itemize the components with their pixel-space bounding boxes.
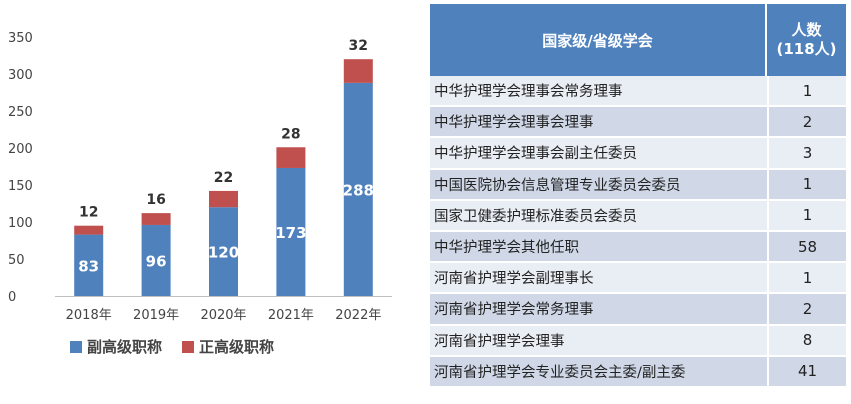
y-tick-label: 300 bbox=[8, 68, 33, 83]
member-count-cell: 1 bbox=[767, 200, 846, 232]
y-tick-label: 150 bbox=[8, 179, 33, 194]
bar-segment-associate bbox=[209, 207, 238, 296]
bar-segment-senior bbox=[209, 190, 238, 208]
society-name-cell: 中华护理学会理事会理事 bbox=[430, 107, 767, 139]
legend-swatch bbox=[70, 341, 82, 353]
society-name-cell: 河南省护理学会常务理事 bbox=[430, 294, 767, 326]
bar-segment-senior bbox=[343, 59, 373, 83]
y-tick-label: 350 bbox=[8, 31, 33, 46]
y-tick-label: 0 bbox=[8, 290, 16, 305]
member-count-cell: 41 bbox=[767, 356, 846, 388]
member-count-cell: 1 bbox=[767, 169, 846, 201]
stacked-bar-chart: 0 50 100 150 200 250 300 350 83 12 2018年 96 16 2019年 1… bbox=[8, 31, 392, 356]
data-label: 16 bbox=[146, 192, 165, 208]
header-count-total: (118人) bbox=[776, 40, 837, 58]
member-count-cell: 1 bbox=[767, 76, 846, 108]
member-count-cell: 2 bbox=[767, 294, 846, 326]
bar-segment-associate bbox=[141, 224, 171, 296]
society-name-cell: 中国医院协会信息管理专业委员会委员 bbox=[430, 169, 767, 201]
society-name-cell: 中华护理学会理事会副主任委员 bbox=[430, 138, 767, 170]
data-label: 28 bbox=[281, 126, 300, 142]
data-label: 12 bbox=[79, 205, 98, 221]
member-count-cell: 1 bbox=[767, 263, 846, 295]
x-tick-label: 2018年 bbox=[66, 308, 112, 323]
header-count-label: 人数 bbox=[791, 21, 822, 39]
table-row: 河南省护理学会常务理事 2 bbox=[430, 294, 846, 326]
society-table: 国家级/省级学会 人数 (118人) 中华护理学会理事会常务理事 1 中华护理学会理… bbox=[430, 4, 846, 388]
data-label: 22 bbox=[214, 170, 233, 186]
data-label: 173 bbox=[275, 224, 306, 242]
data-label: 120 bbox=[208, 244, 239, 262]
society-name-cell: 河南省护理学会理事 bbox=[430, 325, 767, 357]
table-row: 河南省护理学会副理事长 1 bbox=[430, 263, 846, 295]
table-row: 中华护理学会理事会理事 2 bbox=[430, 107, 846, 139]
x-tick-label: 2020年 bbox=[200, 308, 246, 323]
y-tick-label: 100 bbox=[8, 216, 33, 231]
table-row: 中华护理学会其他任职 58 bbox=[430, 231, 846, 264]
x-tick-label: 2019年 bbox=[133, 308, 179, 323]
member-count-cell: 2 bbox=[767, 107, 846, 139]
member-count-cell: 3 bbox=[767, 138, 846, 170]
bar-segment-senior bbox=[141, 213, 171, 225]
society-name-cell: 国家卫健委护理标准委员会委员 bbox=[430, 200, 767, 232]
y-tick-label: 250 bbox=[8, 105, 33, 120]
x-tick-label: 2021年 bbox=[268, 308, 314, 323]
table-row: 河南省护理学会理事 8 bbox=[430, 325, 846, 357]
data-label: 288 bbox=[343, 181, 374, 199]
society-name-cell: 中华护理学会理事会常务理事 bbox=[430, 76, 767, 108]
bar-segment-associate bbox=[343, 82, 373, 296]
table-row: 中华护理学会理事会副主任委员 3 bbox=[430, 138, 846, 170]
table-row: 河南省护理学会专业委员会主委/副主委 41 bbox=[430, 356, 846, 388]
table-row: 中华护理学会理事会常务理事 1 bbox=[430, 76, 846, 108]
society-name-cell: 河南省护理学会副理事长 bbox=[430, 263, 767, 295]
bar-segment-senior bbox=[74, 225, 104, 235]
society-name-cell: 中华护理学会其他任职 bbox=[430, 231, 767, 264]
data-label: 32 bbox=[349, 38, 368, 54]
table-row: 国家卫健委护理标准委员会委员 1 bbox=[430, 200, 846, 232]
y-tick-label: 50 bbox=[8, 253, 25, 268]
y-tick-label: 200 bbox=[8, 142, 33, 157]
header-count: 人数 (118人) bbox=[767, 4, 846, 76]
bar-segment-senior bbox=[276, 147, 306, 168]
data-label: 96 bbox=[146, 252, 167, 270]
x-tick-label: 2022年 bbox=[335, 308, 381, 323]
table-row: 中国医院协会信息管理专业委员会委员 1 bbox=[430, 169, 846, 201]
member-count-cell: 58 bbox=[767, 231, 846, 264]
data-label: 83 bbox=[78, 257, 99, 275]
legend-label: 副高级职称 bbox=[87, 338, 162, 356]
society-name-cell: 河南省护理学会专业委员会主委/副主委 bbox=[430, 356, 767, 388]
bar-segment-associate bbox=[74, 234, 104, 296]
bar-segment-associate bbox=[276, 167, 306, 296]
header-society: 国家级/省级学会 bbox=[430, 4, 767, 76]
legend-label: 正高级职称 bbox=[199, 338, 274, 356]
member-count-cell: 8 bbox=[767, 325, 846, 357]
legend-swatch bbox=[182, 341, 194, 353]
